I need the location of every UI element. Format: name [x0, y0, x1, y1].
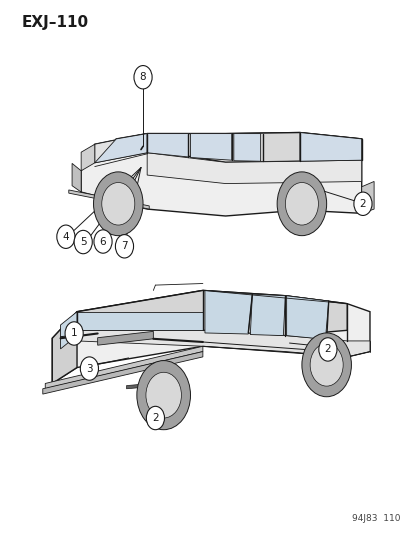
Text: 2: 2: [359, 199, 366, 209]
Polygon shape: [81, 133, 361, 216]
Text: 6: 6: [100, 237, 106, 247]
Text: 1: 1: [71, 328, 77, 338]
Text: 7: 7: [121, 241, 128, 251]
Circle shape: [276, 172, 326, 236]
Circle shape: [115, 235, 133, 258]
Circle shape: [65, 322, 83, 345]
Circle shape: [57, 225, 75, 248]
Polygon shape: [77, 290, 347, 336]
Polygon shape: [45, 346, 202, 389]
Polygon shape: [52, 312, 77, 383]
Circle shape: [74, 230, 92, 254]
Polygon shape: [299, 133, 361, 161]
Polygon shape: [77, 330, 369, 357]
Text: 94J83  110: 94J83 110: [351, 514, 400, 523]
Polygon shape: [81, 144, 95, 171]
Polygon shape: [77, 312, 202, 330]
Circle shape: [145, 372, 181, 418]
Circle shape: [301, 333, 351, 397]
Circle shape: [80, 357, 98, 380]
Circle shape: [318, 338, 336, 361]
Polygon shape: [116, 133, 361, 163]
Text: 3: 3: [86, 364, 93, 374]
Polygon shape: [97, 332, 153, 345]
Polygon shape: [147, 153, 361, 183]
Text: 2: 2: [324, 344, 330, 354]
Polygon shape: [204, 290, 252, 334]
Circle shape: [102, 182, 135, 225]
Polygon shape: [286, 296, 328, 340]
Circle shape: [94, 230, 112, 253]
Text: EXJ–110: EXJ–110: [21, 15, 88, 30]
Polygon shape: [72, 164, 81, 192]
Circle shape: [146, 406, 164, 430]
Polygon shape: [95, 134, 147, 163]
Polygon shape: [52, 290, 369, 383]
Circle shape: [137, 361, 190, 430]
Text: 5: 5: [80, 237, 86, 247]
Text: 2: 2: [152, 413, 158, 423]
Polygon shape: [60, 312, 77, 349]
Circle shape: [353, 192, 371, 215]
Circle shape: [309, 344, 342, 386]
Circle shape: [93, 172, 143, 236]
Polygon shape: [250, 294, 285, 336]
Polygon shape: [126, 382, 163, 389]
Polygon shape: [190, 134, 231, 160]
Polygon shape: [43, 352, 202, 394]
Circle shape: [285, 182, 318, 225]
Polygon shape: [95, 134, 147, 163]
Polygon shape: [69, 190, 149, 209]
Polygon shape: [233, 134, 260, 161]
Polygon shape: [147, 134, 188, 157]
Text: 8: 8: [140, 72, 146, 82]
Polygon shape: [361, 181, 373, 213]
Text: 4: 4: [62, 232, 69, 242]
Circle shape: [134, 66, 152, 89]
